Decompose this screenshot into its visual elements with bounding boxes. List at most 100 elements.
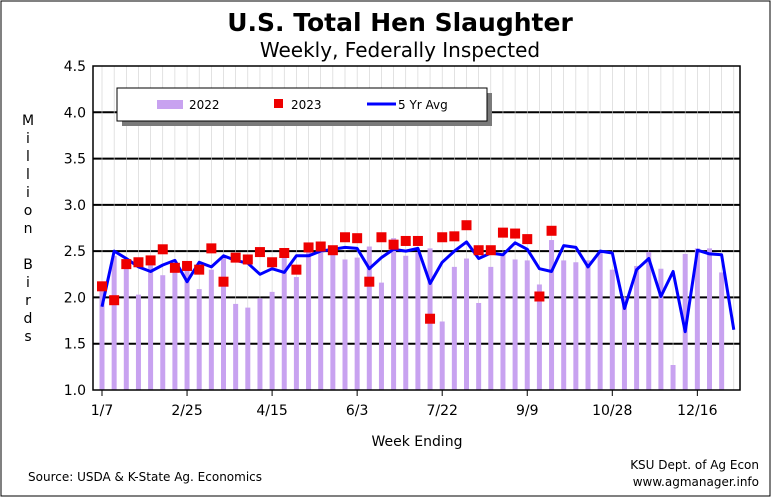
marker-2023 xyxy=(133,257,144,268)
marker-2023 xyxy=(485,245,496,256)
bar-2022 xyxy=(135,294,141,390)
bar-2022 xyxy=(172,266,178,390)
marker-2023 xyxy=(182,260,193,271)
marker-2023 xyxy=(169,262,180,273)
marker-2023 xyxy=(412,235,423,246)
marker-2023 xyxy=(109,295,120,306)
credit-line-2: www.agmanager.info xyxy=(633,475,759,489)
marker-2023 xyxy=(194,264,205,275)
x-tick-label: 6/3 xyxy=(346,403,369,419)
marker-2023 xyxy=(327,245,338,256)
bar-2022 xyxy=(707,248,712,390)
marker-2023 xyxy=(388,239,399,250)
x-tick-label: 4/15 xyxy=(256,403,287,419)
legend-label-2023: 2023 xyxy=(291,98,322,112)
y-tick-label: 2.5 xyxy=(64,244,86,260)
bars-2022 xyxy=(99,238,725,390)
x-tick-label: 12/16 xyxy=(677,403,717,419)
bar-2022 xyxy=(439,321,445,390)
x-tick-label: 1/7 xyxy=(91,403,114,419)
y-axis-label-letter: i xyxy=(26,185,30,201)
bar-2022 xyxy=(621,297,627,390)
x-tick-labels: 1/7 2/25 4/15 6/3 7/22 9/9 10/28 12/16 xyxy=(91,390,718,419)
marker-2023 xyxy=(497,227,508,238)
bar-2022 xyxy=(354,257,360,390)
marker-2023 xyxy=(437,232,448,243)
bar-2022 xyxy=(476,302,482,390)
bar-2022 xyxy=(160,275,166,390)
credit-line-1: KSU Dept. of Ag Econ xyxy=(630,458,759,472)
chart-title: U.S. Total Hen Slaughter xyxy=(227,8,573,37)
marker-2023 xyxy=(364,276,375,287)
x-tick-label: 10/28 xyxy=(592,403,632,419)
marker-2023 xyxy=(425,313,436,324)
bar-2022 xyxy=(184,263,190,390)
bar-2022 xyxy=(573,262,579,390)
legend-label-2022: 2022 xyxy=(189,98,220,112)
y-axis-label-letter: l xyxy=(26,167,30,183)
bar-2022 xyxy=(694,248,700,390)
marker-2023 xyxy=(510,228,521,239)
bar-2022 xyxy=(123,264,129,390)
y-axis-label-letter: B xyxy=(23,257,33,273)
bar-2022 xyxy=(646,252,652,390)
bar-2022 xyxy=(233,303,239,390)
bar-2022 xyxy=(99,285,105,390)
bar-2022 xyxy=(512,259,518,390)
bar-2022 xyxy=(306,249,312,390)
y-tick-label: 2.0 xyxy=(64,290,86,306)
marker-2023 xyxy=(546,225,557,236)
y-tick-label: 4.0 xyxy=(64,105,86,121)
marker-2023 xyxy=(145,255,156,266)
y-tick-label: 1.5 xyxy=(64,337,86,353)
bar-2022 xyxy=(330,253,336,390)
bar-2022 xyxy=(366,246,372,390)
bar-2022 xyxy=(281,257,287,390)
marker-2023 xyxy=(218,276,229,287)
markers-2023 xyxy=(97,220,557,324)
marker-2023 xyxy=(461,220,472,231)
legend: 2022 2023 5 Yr Avg xyxy=(116,87,492,126)
marker-2023 xyxy=(267,257,278,268)
marker-2023 xyxy=(97,281,107,292)
legend-swatch-2022 xyxy=(157,100,183,109)
plot-border xyxy=(92,65,741,391)
y-axis-label-letter: i xyxy=(26,275,30,291)
y-tick-label: 4.5 xyxy=(64,59,86,75)
marker-2023 xyxy=(400,235,411,246)
marker-2023 xyxy=(449,231,460,242)
bar-2022 xyxy=(609,269,615,390)
line-5yr-avg xyxy=(100,240,736,334)
x-tick-label: 7/22 xyxy=(426,403,457,419)
bar-2022 xyxy=(391,238,397,390)
bar-2022 xyxy=(342,259,348,390)
marker-2023 xyxy=(534,291,545,302)
chart-subtitle: Weekly, Federally Inspected xyxy=(260,38,540,62)
bar-2022 xyxy=(536,284,542,390)
bar-2022 xyxy=(221,255,226,390)
bar-2022 xyxy=(269,291,275,390)
marker-2023 xyxy=(473,245,484,256)
bar-2022 xyxy=(488,266,494,390)
source-note: Source: USDA & K-State Ag. Economics xyxy=(28,470,262,484)
bar-2022 xyxy=(111,255,117,390)
bar-2022 xyxy=(378,282,384,390)
marker-2023 xyxy=(376,232,387,243)
y-tick-label: 1.0 xyxy=(64,383,86,399)
bar-2022 xyxy=(597,252,603,390)
bar-2022 xyxy=(148,262,154,390)
bar-2022 xyxy=(719,272,725,390)
bar-2022 xyxy=(561,260,567,390)
bar-2022 xyxy=(634,265,640,390)
bar-2022 xyxy=(549,240,555,390)
y-axis-label-letter: s xyxy=(24,329,31,345)
bar-2022 xyxy=(318,252,324,390)
legend-label-5yr-avg: 5 Yr Avg xyxy=(398,98,448,112)
marker-2023 xyxy=(121,259,132,270)
y-axis-label-letter: n xyxy=(24,221,33,237)
bar-2022 xyxy=(658,268,664,390)
y-tick-labels: 1.0 1.5 2.0 2.5 3.0 3.5 4.0 4.5 xyxy=(64,59,86,399)
y-axis-label-letter: r xyxy=(25,293,31,309)
